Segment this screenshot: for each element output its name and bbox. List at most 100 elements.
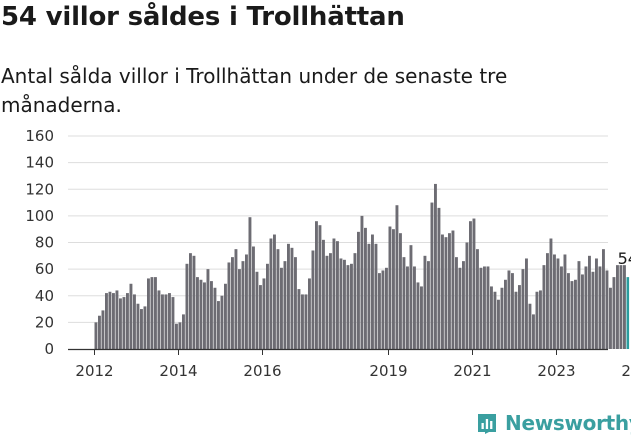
bar	[605, 270, 609, 349]
bar	[462, 261, 465, 349]
bar	[343, 259, 346, 349]
bar	[472, 218, 476, 349]
bar	[430, 202, 434, 349]
bar	[273, 234, 276, 349]
bar	[311, 250, 315, 349]
bar	[175, 323, 178, 349]
bar	[441, 234, 444, 349]
bar	[490, 286, 493, 349]
bar	[448, 233, 451, 349]
y-tick-label: 100	[25, 207, 54, 225]
bar	[507, 270, 511, 349]
bar	[140, 309, 143, 349]
bar	[220, 295, 224, 349]
bar	[227, 262, 231, 349]
bar	[203, 282, 206, 349]
bar	[500, 287, 504, 349]
x-tick-label: 2014	[159, 362, 197, 380]
bar	[318, 225, 322, 349]
bar	[549, 238, 553, 349]
y-tick-label: 140	[25, 154, 54, 172]
highlight-bar	[626, 277, 630, 349]
bar	[483, 266, 486, 349]
bar	[213, 287, 217, 349]
bar	[325, 255, 329, 349]
x-tick-label: 2016	[243, 362, 281, 380]
bar	[623, 265, 626, 349]
bar	[542, 265, 546, 349]
bar	[420, 286, 423, 349]
bar	[248, 217, 252, 349]
bar	[290, 247, 294, 349]
bar	[392, 229, 395, 349]
bar	[280, 267, 283, 349]
bar	[238, 269, 241, 349]
bar	[297, 289, 301, 349]
bar	[563, 254, 567, 349]
bar	[486, 266, 490, 349]
bar	[350, 263, 353, 349]
bar	[94, 322, 98, 349]
y-tick-label: 60	[35, 260, 54, 278]
bar	[329, 253, 332, 349]
brand-name: Newsworthy	[505, 411, 631, 435]
bar	[437, 207, 441, 349]
bar	[287, 243, 290, 349]
bar	[518, 285, 521, 349]
y-tick-label: 160	[25, 127, 54, 145]
bar	[570, 281, 574, 349]
bar	[98, 315, 101, 349]
bar	[567, 273, 570, 349]
bar	[535, 291, 539, 349]
bar	[371, 234, 374, 349]
bar	[241, 261, 245, 349]
y-tick-label: 80	[35, 234, 54, 252]
bar	[255, 271, 259, 349]
bar	[591, 271, 595, 349]
bar	[129, 283, 133, 349]
bar	[525, 258, 528, 349]
bar	[196, 277, 199, 349]
bar	[560, 266, 563, 349]
bar	[409, 245, 413, 349]
bar	[581, 274, 584, 349]
bar	[399, 233, 402, 349]
bar	[584, 266, 588, 349]
bar	[553, 254, 556, 349]
bar	[374, 243, 378, 349]
bar	[339, 258, 343, 349]
bar	[556, 258, 560, 349]
bar	[423, 255, 427, 349]
y-tick-label: 120	[25, 180, 54, 198]
bar	[577, 261, 581, 349]
bar	[532, 314, 535, 349]
bar	[206, 269, 210, 349]
bar	[276, 249, 280, 349]
bar	[381, 270, 385, 349]
bar	[521, 269, 525, 349]
bar	[367, 243, 371, 349]
bar	[504, 279, 507, 349]
bar-chart-icon	[478, 414, 496, 434]
bar	[154, 277, 157, 349]
bar	[105, 293, 108, 349]
bar	[322, 239, 325, 349]
bar	[539, 290, 542, 349]
bar	[406, 266, 409, 349]
bar	[294, 257, 297, 349]
bar	[245, 254, 248, 349]
bar	[336, 241, 339, 349]
bar	[413, 266, 416, 349]
bar	[588, 255, 591, 349]
bar	[458, 267, 462, 349]
bar	[451, 230, 455, 349]
bar	[385, 267, 388, 349]
bar	[357, 231, 360, 349]
bar	[224, 283, 227, 349]
bar	[259, 285, 262, 349]
bar	[616, 265, 619, 349]
bar	[147, 278, 150, 349]
bar	[402, 257, 406, 349]
page-title: 54 villor såldes i Trollhättan	[1, 2, 405, 32]
bar	[574, 279, 577, 349]
